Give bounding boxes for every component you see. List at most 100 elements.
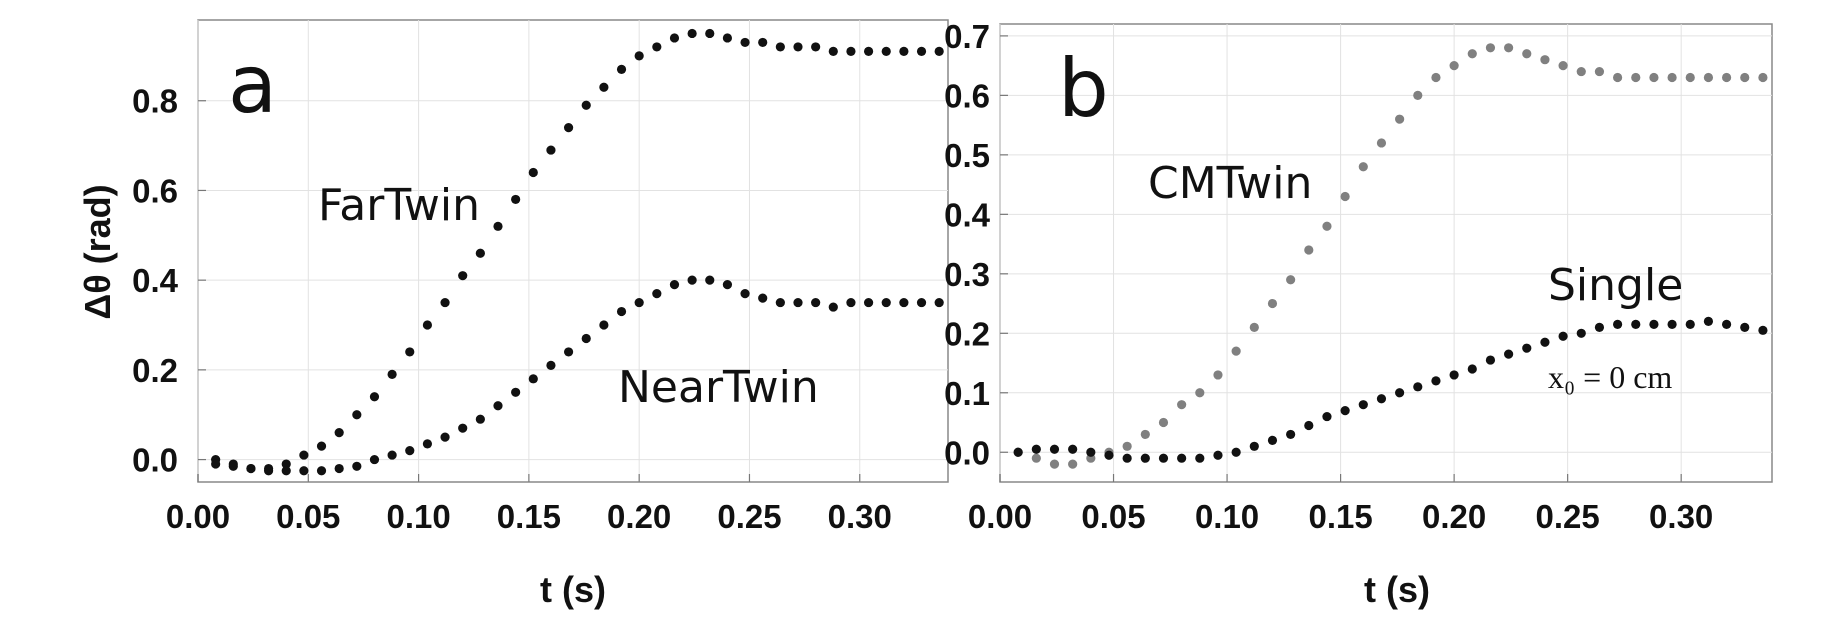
single-point <box>1140 453 1150 463</box>
cmtwin-point <box>1249 322 1259 332</box>
neartwin-point <box>916 297 927 308</box>
neartwin-point <box>316 466 327 476</box>
b-y-tick-label: 0.5 <box>944 137 990 174</box>
fartwin-point <box>722 33 733 43</box>
single-point <box>1267 435 1278 445</box>
a-x-tick-label: 0.00 <box>166 498 230 535</box>
b-x-tick-label: 0.15 <box>1308 498 1372 535</box>
single-point <box>1685 319 1695 329</box>
single-point <box>1322 411 1332 422</box>
single-point <box>1449 370 1459 380</box>
fartwin-point <box>669 33 680 43</box>
neartwin-point <box>652 289 662 299</box>
fartwin-point <box>705 28 715 39</box>
cmtwin-point <box>1267 298 1278 309</box>
fartwin-point <box>652 42 662 52</box>
fartwin-point <box>316 441 327 451</box>
a-x-tick-label: 0.30 <box>828 498 892 535</box>
fartwin-point <box>599 82 609 92</box>
cmtwin-point <box>1286 275 1296 285</box>
panel-b-grid <box>999 24 1772 482</box>
cmtwin-point <box>1304 245 1314 255</box>
b-y-tick-label: 0.0 <box>944 434 990 471</box>
panel-a-grid <box>197 20 948 482</box>
neartwin-point <box>246 463 256 474</box>
single-point <box>1177 453 1187 463</box>
panel-a-plot-frame <box>197 19 949 483</box>
single-point <box>1540 337 1550 347</box>
single-point <box>1431 376 1441 386</box>
a-y-tick-label: 0.6 <box>132 172 178 209</box>
neartwin-point <box>616 306 627 317</box>
single-point <box>1358 400 1368 410</box>
single-point <box>1340 406 1350 416</box>
single-point <box>1467 364 1477 374</box>
cmtwin-point <box>1395 114 1405 124</box>
b-x-tick-label: 0.00 <box>968 498 1032 535</box>
fartwin-point <box>775 42 785 52</box>
neartwin-point <box>846 297 856 308</box>
single-point <box>1485 355 1496 365</box>
panel-b-points <box>1013 43 1768 469</box>
single-point <box>1649 319 1659 329</box>
fartwin-point <box>846 46 856 56</box>
a-x-tick-label: 0.25 <box>717 498 781 535</box>
neartwin-point <box>775 297 785 308</box>
cmtwin-point <box>1231 346 1241 356</box>
single-point <box>1576 328 1586 338</box>
panel-a-points <box>211 28 944 476</box>
cmtwin-point <box>1158 417 1169 428</box>
neartwin-point <box>705 275 715 285</box>
cmtwin-point <box>1376 138 1387 148</box>
b-x-tick-label: 0.10 <box>1195 498 1259 535</box>
a-y-tick-label: 0.0 <box>132 442 178 479</box>
fartwin-point <box>458 271 468 281</box>
fartwin-point <box>528 167 538 178</box>
panel-a-y-axis-title: Δθ (rad) <box>77 184 118 319</box>
fartwin-point <box>475 248 485 258</box>
single-point <box>1195 453 1205 463</box>
cmtwin-point <box>1613 72 1623 83</box>
single-point <box>1413 382 1423 392</box>
fartwin-point <box>369 392 380 402</box>
fartwin-point <box>863 46 874 56</box>
cmtwin-point <box>1195 388 1205 398</box>
fartwin-point <box>299 450 309 460</box>
cmtwin-point <box>1140 429 1150 440</box>
neartwin-point <box>458 423 468 433</box>
neartwin-point <box>758 293 768 303</box>
fartwin-point <box>916 46 927 56</box>
b-x-tick-label: 0.30 <box>1649 498 1713 535</box>
single-point <box>1522 343 1532 353</box>
b-y-tick-label: 0.4 <box>944 196 991 233</box>
a-x-tick-label: 0.05 <box>276 498 340 535</box>
b-y-tick-label: 0.1 <box>944 375 990 412</box>
neartwin-point <box>211 459 221 469</box>
fartwin-point <box>934 46 944 56</box>
neartwin-point <box>634 297 644 308</box>
neartwin-point <box>281 466 291 476</box>
cmtwin-point <box>1522 49 1532 59</box>
neartwin-point <box>740 289 750 299</box>
fartwin-point <box>616 64 627 74</box>
single-point <box>1594 322 1605 332</box>
neartwin-point <box>793 297 803 308</box>
neartwin-point <box>387 450 397 460</box>
neartwin-point <box>422 439 433 449</box>
neartwin-point <box>881 297 891 308</box>
cmtwin-point <box>1068 459 1078 469</box>
single-point <box>1231 447 1241 457</box>
cmtwin-point <box>1758 72 1768 83</box>
single-point <box>1667 319 1677 329</box>
neartwin-point <box>511 387 521 397</box>
cmtwin-point <box>1485 43 1496 53</box>
fartwin-point <box>493 221 503 231</box>
single-point <box>1758 325 1768 335</box>
fartwin-point <box>422 320 433 330</box>
neartwin-point <box>405 446 415 456</box>
panel-a-x-axis-title: t (s) <box>540 569 606 610</box>
b-y-tick-label: 0.3 <box>944 256 990 293</box>
single-point <box>1286 429 1296 440</box>
panel-b-chart: 0.00 0.05 0.10 0.15 0.20 0.25 0.30 0.0 0.1 0.2 0.3… <box>944 18 1773 610</box>
